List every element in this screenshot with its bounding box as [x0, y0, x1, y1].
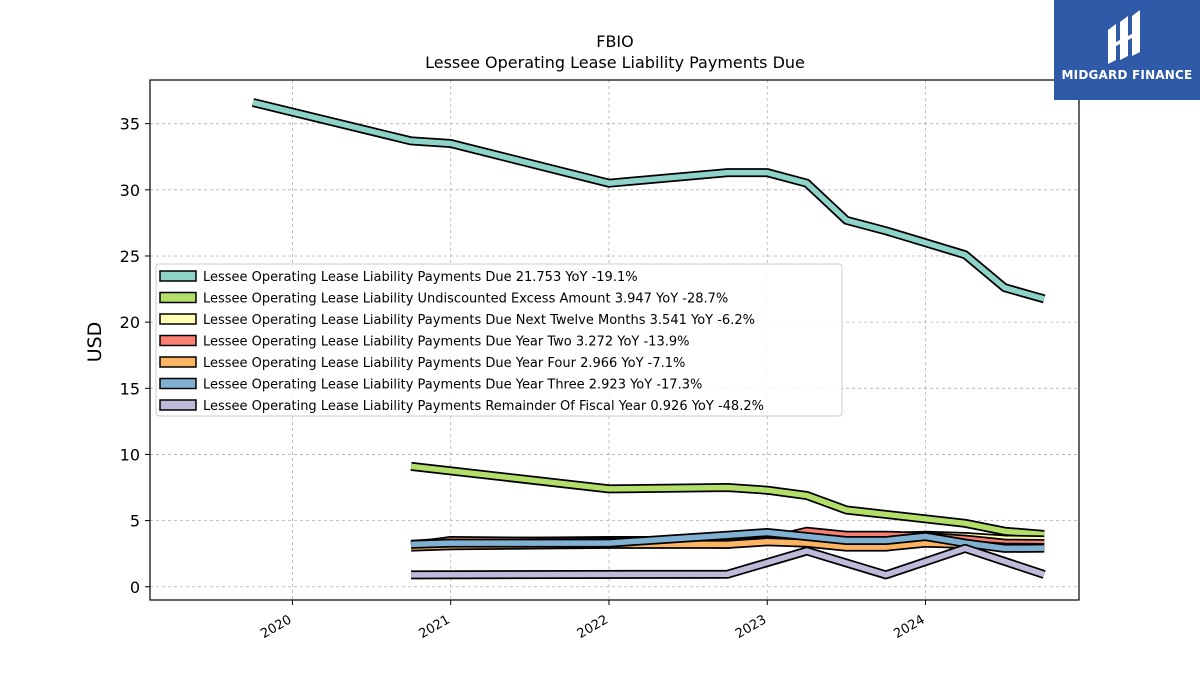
- plot-frame: [149, 79, 1080, 601]
- y-tick-label: 20: [120, 313, 140, 332]
- y-tick-label: 0: [130, 578, 140, 597]
- legend-entry: Lessee Operating Lease Liability Undisco…: [203, 292, 728, 307]
- x-tick-label: 2023: [733, 612, 769, 642]
- legend-swatch: [159, 291, 197, 304]
- x-tick-label: 2022: [575, 612, 611, 642]
- legend-swatch: [159, 334, 197, 347]
- legend-box: [155, 263, 843, 417]
- legend-swatch: [159, 399, 197, 411]
- y-tick-label: 30: [120, 181, 140, 200]
- series-line: [411, 543, 1046, 580]
- logo-text: MIDGARD FINANCE: [1061, 68, 1193, 82]
- legend-entry: Lessee Operating Lease Liability Payment…: [203, 335, 689, 350]
- legend: Lessee Operating Lease Liability Payment…: [155, 263, 843, 417]
- y-tick-label: 25: [120, 247, 140, 266]
- legend-entry: Lessee Operating Lease Liability Payment…: [203, 399, 764, 414]
- x-tick-label: 2020: [258, 612, 294, 642]
- x-tick-label: 2024: [891, 612, 927, 642]
- series-fill: [410, 463, 1045, 538]
- legend-entry: Lessee Operating Lease Liability Payment…: [203, 356, 685, 371]
- series-line: [410, 528, 1045, 553]
- y-tick-label: 10: [120, 445, 140, 464]
- legend-swatch: [159, 356, 197, 368]
- legend-entry: Lessee Operating Lease Liability Payment…: [203, 378, 702, 393]
- logo: MIDGARD FINANCE: [1054, 0, 1200, 100]
- series-fill: [411, 529, 1045, 552]
- legend-swatch: [159, 313, 197, 325]
- legend-entry: Lessee Operating Lease Liability Payment…: [203, 270, 638, 285]
- series-fill: [252, 99, 1045, 302]
- legend-swatch: [159, 270, 197, 282]
- y-axis-label: USD: [84, 322, 106, 363]
- logo-icon: [1108, 10, 1140, 64]
- y-tick-label: 15: [120, 379, 140, 398]
- x-tick-label: 2021: [417, 612, 453, 642]
- lines-layer: [251, 98, 1046, 580]
- y-tick-label: 35: [120, 115, 140, 134]
- legend-swatch: [159, 377, 197, 390]
- series-line: [251, 98, 1046, 304]
- y-tick-label: 5: [130, 512, 140, 531]
- series-line: [410, 461, 1045, 539]
- series-fill: [411, 545, 1046, 578]
- chart-title: FBIO: [596, 32, 634, 51]
- chart-subtitle: Lessee Operating Lease Liability Payment…: [425, 53, 805, 72]
- legend-entry: Lessee Operating Lease Liability Payment…: [203, 313, 755, 328]
